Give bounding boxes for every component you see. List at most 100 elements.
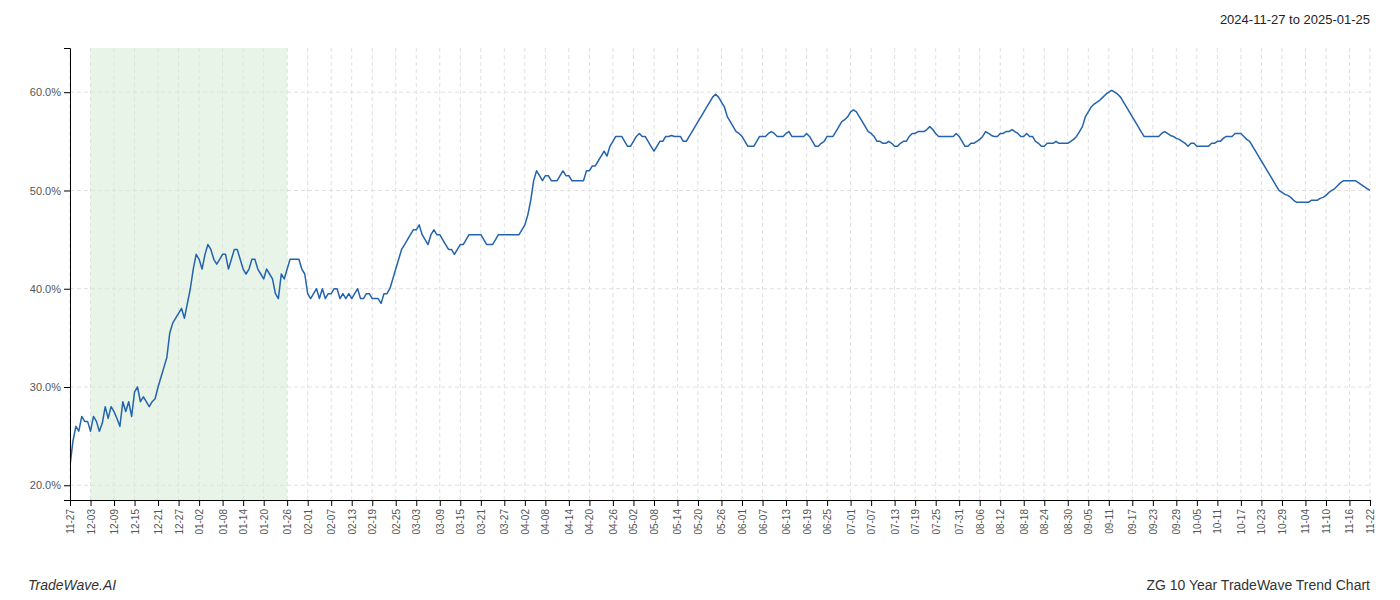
y-tick-mark <box>64 485 70 486</box>
x-tick-label: 09-11 <box>1104 509 1115 534</box>
grid-line-x <box>395 48 396 500</box>
grid-line-x <box>721 48 722 500</box>
x-tick: 07-19 <box>910 500 921 535</box>
x-tick: 07-31 <box>954 500 965 535</box>
grid-line-x <box>439 48 440 500</box>
x-tick-mark <box>91 500 92 506</box>
x-tick-label: 12-27 <box>174 509 185 535</box>
x-tick-label: 07-13 <box>890 509 901 535</box>
x-tick-mark <box>1241 500 1242 506</box>
x-tick-label: 12-15 <box>130 509 141 535</box>
x-tick-label: 02-01 <box>303 509 314 535</box>
y-tick-mark <box>64 289 70 290</box>
grid-line-x <box>351 48 352 500</box>
annotation: TradeWave.AI <box>28 577 116 593</box>
x-tick-label: 01-20 <box>259 509 270 535</box>
y-tick: 60.0% <box>30 86 70 98</box>
x-tick: 04-20 <box>584 500 595 535</box>
grid-line-x <box>372 48 373 500</box>
x-tick-mark <box>504 500 505 506</box>
x-tick: 05-08 <box>649 500 660 535</box>
x-tick-label: 03-15 <box>455 509 466 535</box>
x-tick-mark <box>331 500 332 506</box>
x-tick: 12-27 <box>174 500 185 535</box>
x-axis-line <box>71 501 1371 507</box>
x-tick-mark <box>742 500 743 506</box>
x-tick: 01-08 <box>218 500 229 535</box>
x-tick: 11-10 <box>1321 500 1332 534</box>
x-tick-label: 03-27 <box>499 509 510 535</box>
x-tick-mark <box>114 500 115 506</box>
y-axis: 20.0%30.0%40.0%50.0%60.0% <box>30 49 71 501</box>
x-tick-label: 12-03 <box>86 509 97 535</box>
plot-area: 11-2712-0312-0912-1512-2112-2701-0201-08… <box>30 48 1376 535</box>
x-tick: 06-13 <box>781 500 792 535</box>
x-tick-mark <box>287 500 288 506</box>
grid-line-x <box>1108 48 1109 500</box>
grid-line-x <box>612 48 613 500</box>
x-tick-mark <box>1176 500 1177 506</box>
x-tick-label: 06-25 <box>822 509 833 535</box>
x-tick-mark <box>698 500 699 506</box>
x-tick-mark <box>1305 500 1306 506</box>
x-tick-mark <box>1197 500 1198 506</box>
x-tick-mark <box>416 500 417 506</box>
x-tick-label: 01-26 <box>282 509 293 535</box>
grid-line-x <box>1088 48 1089 500</box>
x-tick-label: 03-09 <box>435 509 446 535</box>
x-tick-label: 10-23 <box>1256 509 1267 535</box>
x-tick: 08-06 <box>975 500 986 535</box>
x-tick-mark <box>481 500 482 506</box>
x-tick-mark <box>1088 500 1089 506</box>
x-tick-mark <box>654 500 655 506</box>
grid-line-x <box>1196 48 1197 500</box>
x-tick: 10-11 <box>1212 500 1223 534</box>
x-tick-mark <box>440 500 441 506</box>
grid-line-x <box>979 48 980 500</box>
x-tick: 12-03 <box>86 500 97 535</box>
x-tick-mark <box>851 500 852 506</box>
grid-line-x <box>1176 48 1177 500</box>
x-tick-label: 07-07 <box>866 509 877 535</box>
y-tick: 30.0% <box>30 381 70 393</box>
x-tick-mark <box>1024 500 1025 506</box>
x-tick-label: 11-16 <box>1344 509 1355 534</box>
x-tick-mark <box>158 500 159 506</box>
x-tick-label: 02-25 <box>391 509 402 535</box>
y-axis-line <box>64 49 71 501</box>
grid-line-x <box>589 48 590 500</box>
x-tick: 01-26 <box>282 500 293 535</box>
x-tick-mark <box>633 500 634 506</box>
grid-line-x <box>568 48 569 500</box>
shaded-region <box>91 48 288 500</box>
x-tick-mark <box>243 500 244 506</box>
trend-line <box>70 90 1370 465</box>
grid-line-x <box>1281 48 1282 500</box>
grid-line-x <box>959 48 960 500</box>
x-tick-label: 09-17 <box>1127 509 1138 535</box>
grid-line-x <box>416 48 417 500</box>
grid-line-x <box>697 48 698 500</box>
x-tick-label: 08-12 <box>995 509 1006 535</box>
x-tick-mark <box>264 500 265 506</box>
x-tick-mark <box>895 500 896 506</box>
grid-line-x <box>460 48 461 500</box>
x-tick-label: 08-18 <box>1019 509 1030 535</box>
title: ZG 10 Year TradeWave Trend Chart <box>1146 577 1370 593</box>
grid-line-x <box>1240 48 1241 500</box>
y-tick: 20.0% <box>30 479 70 491</box>
x-tick-label: 02-13 <box>347 509 358 535</box>
x-tick-mark <box>786 500 787 506</box>
x-tick: 04-14 <box>564 500 575 535</box>
x-tick-mark <box>1132 500 1133 506</box>
grid-line-x <box>1325 48 1326 500</box>
x-tick: 01-02 <box>194 500 205 535</box>
x-tick-mark <box>1370 500 1371 506</box>
x-tick-mark <box>352 500 353 506</box>
x-tick: 03-03 <box>411 500 422 535</box>
grid-line-x <box>524 48 525 500</box>
x-tick-mark <box>915 500 916 506</box>
x-tick-mark <box>569 500 570 506</box>
x-tick-mark <box>721 500 722 506</box>
x-tick-label: 07-19 <box>910 509 921 535</box>
